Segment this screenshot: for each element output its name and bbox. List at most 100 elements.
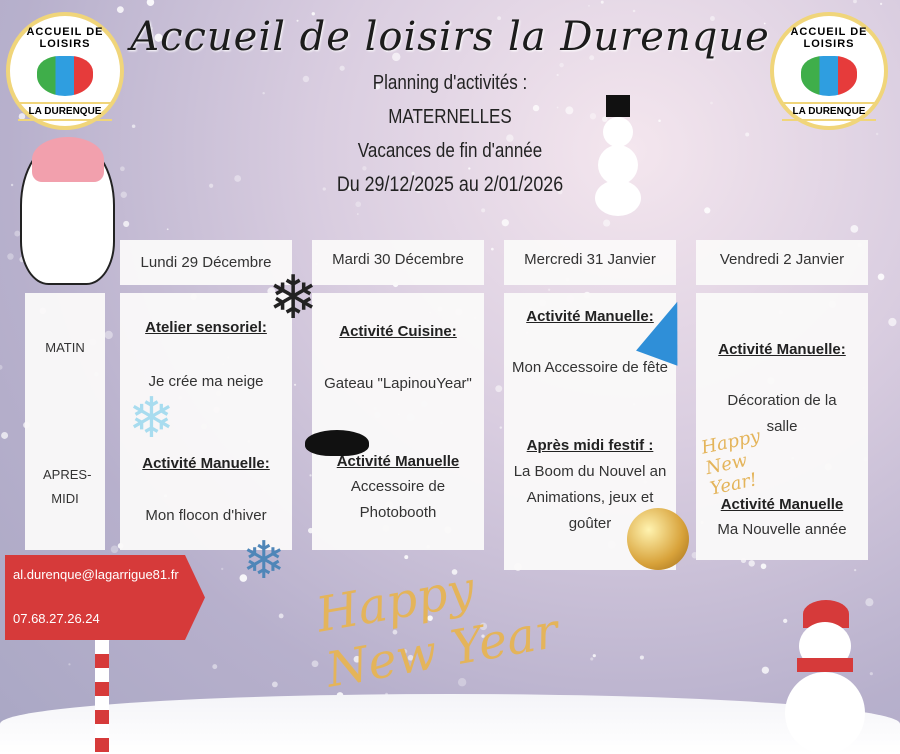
snow-dot xyxy=(865,598,874,607)
snow-dot xyxy=(501,219,509,227)
contact-email[interactable]: al.durenque@lagarrigue81.fr xyxy=(13,567,179,582)
snow-dot xyxy=(271,681,278,688)
logo-right: ACCUEIL DE LOISIRS LA DURENQUE xyxy=(770,12,888,130)
snow-dot xyxy=(104,330,113,340)
am-title: Atelier sensoriel: xyxy=(145,319,267,336)
snow-dot xyxy=(761,666,769,674)
snow-dot xyxy=(548,288,551,291)
snow-dot xyxy=(221,567,224,571)
pm-text: La Boom du Nouvel an Animations, jeux et… xyxy=(513,463,667,532)
snow-dot xyxy=(110,545,119,554)
snow-dot xyxy=(748,560,755,567)
logo-text: ACCUEIL DE LOISIRS xyxy=(790,26,868,50)
logo-name: LA DURENQUE xyxy=(782,102,876,121)
snow-dot xyxy=(639,655,644,660)
snowflake-icon: ❄ xyxy=(242,532,286,590)
pm-title: Activité Manuelle xyxy=(336,453,460,470)
snow-dot xyxy=(491,247,494,251)
snow-dot xyxy=(468,167,471,170)
snow-dot xyxy=(888,317,897,327)
snow-dot xyxy=(357,213,359,215)
snow-dot xyxy=(850,225,859,233)
snowman-illustration xyxy=(785,600,865,754)
snow-dot xyxy=(1,431,9,439)
contact-sign: al.durenque@lagarrigue81.fr 07.68.27.26.… xyxy=(5,555,205,640)
snow-dot xyxy=(869,672,873,676)
snow-dot xyxy=(116,6,124,14)
snow-dot xyxy=(278,613,284,619)
snowy-ground xyxy=(0,694,900,754)
pm-text: Mon flocon d'hiver xyxy=(145,507,267,524)
pm-title: Activité Manuelle: xyxy=(142,455,270,472)
snow-dot xyxy=(875,132,879,136)
snow-dot xyxy=(603,219,611,227)
snow-dot xyxy=(658,119,661,123)
am-title: Activité Cuisine: xyxy=(339,323,457,340)
happy-new-year-lettering: Happy New Year xyxy=(312,560,563,699)
day-header-3: Vendredi 2 Janvier xyxy=(696,240,868,285)
snow-dot xyxy=(495,385,503,393)
snow-dot xyxy=(209,183,214,188)
snow-dot xyxy=(710,101,713,105)
snow-dot xyxy=(212,664,218,670)
day-header-0: Lundi 29 Décembre xyxy=(120,240,292,285)
day-header-1: Mardi 30 Décembre xyxy=(312,240,484,285)
snow-dot xyxy=(293,383,297,386)
snow-dot xyxy=(499,426,503,429)
snow-dot xyxy=(166,228,169,231)
snow-dot xyxy=(588,4,590,7)
row-label-matin: MATIN xyxy=(45,340,85,355)
pm-text: Accessoire de Photobooth xyxy=(350,478,446,521)
snow-dot xyxy=(120,166,125,172)
day-column-3: Activité Manuelle: Décoration de la sall… xyxy=(696,293,868,560)
logo-left: ACCUEIL DE LOISIRS LA DURENQUE xyxy=(6,12,124,130)
logo-name: LA DURENQUE xyxy=(18,102,112,121)
disco-ball-icon xyxy=(627,508,689,570)
snow-dot xyxy=(704,207,711,214)
pm-text: Ma Nouvelle année xyxy=(717,521,847,538)
page-title: Accueil de loisirs la Durenque xyxy=(130,14,770,60)
contact-phone[interactable]: 07.68.27.26.24 xyxy=(13,611,100,626)
snow-dot xyxy=(234,175,242,182)
snow-dot xyxy=(262,92,265,95)
snow-dot xyxy=(339,65,345,71)
mustache-icon xyxy=(305,430,369,456)
snow-dot xyxy=(311,660,319,668)
sign-pole xyxy=(95,640,109,754)
am-text: Mon Accessoire de fête xyxy=(512,359,668,376)
am-title: Activité Manuelle: xyxy=(718,341,846,358)
snow-dot xyxy=(146,0,155,6)
am-text: Gateau "LapinouYear" xyxy=(324,375,472,392)
snow-dot xyxy=(131,124,136,128)
snow-dot xyxy=(120,191,127,198)
snow-dot xyxy=(760,563,767,570)
snow-dot xyxy=(457,678,467,687)
pm-title: Activité Manuelle xyxy=(720,496,844,513)
snowflake-icon: ❄ xyxy=(268,264,319,331)
header-spacer xyxy=(25,240,105,285)
snow-dot xyxy=(745,132,750,137)
pm-title: Après midi festif : xyxy=(526,437,654,454)
polar-bear-illustration xyxy=(20,137,115,285)
snowman-illustration xyxy=(595,95,641,216)
snow-dot xyxy=(68,663,71,666)
am-text: Je crée ma neige xyxy=(148,373,264,390)
subtitle-dates: Du 29/12/2025 au 2/01/2026 xyxy=(336,173,564,196)
snow-dot xyxy=(590,657,594,661)
snow-dot xyxy=(7,253,14,260)
hands-icon xyxy=(37,56,93,96)
snow-dot xyxy=(854,568,857,572)
snow-dot xyxy=(123,220,130,227)
hands-icon xyxy=(801,56,857,96)
subtitle-planning: Planning d'activités : xyxy=(372,72,528,94)
day-column-2: Activité Manuelle: Mon Accessoire de fêt… xyxy=(504,293,676,570)
snow-dot xyxy=(355,201,362,208)
row-label-apres-midi: APRES-MIDI xyxy=(43,467,92,506)
am-text: Décoration de la salle xyxy=(727,392,837,435)
day-header-2: Mercredi 31 Janvier xyxy=(504,240,676,285)
subtitle-holiday: Vacances de fin d'année xyxy=(357,140,543,162)
snow-dot xyxy=(10,183,14,187)
snow-dot xyxy=(632,9,636,13)
snow-dot xyxy=(362,166,367,171)
subtitle-group: MATERNELLES xyxy=(388,106,512,128)
